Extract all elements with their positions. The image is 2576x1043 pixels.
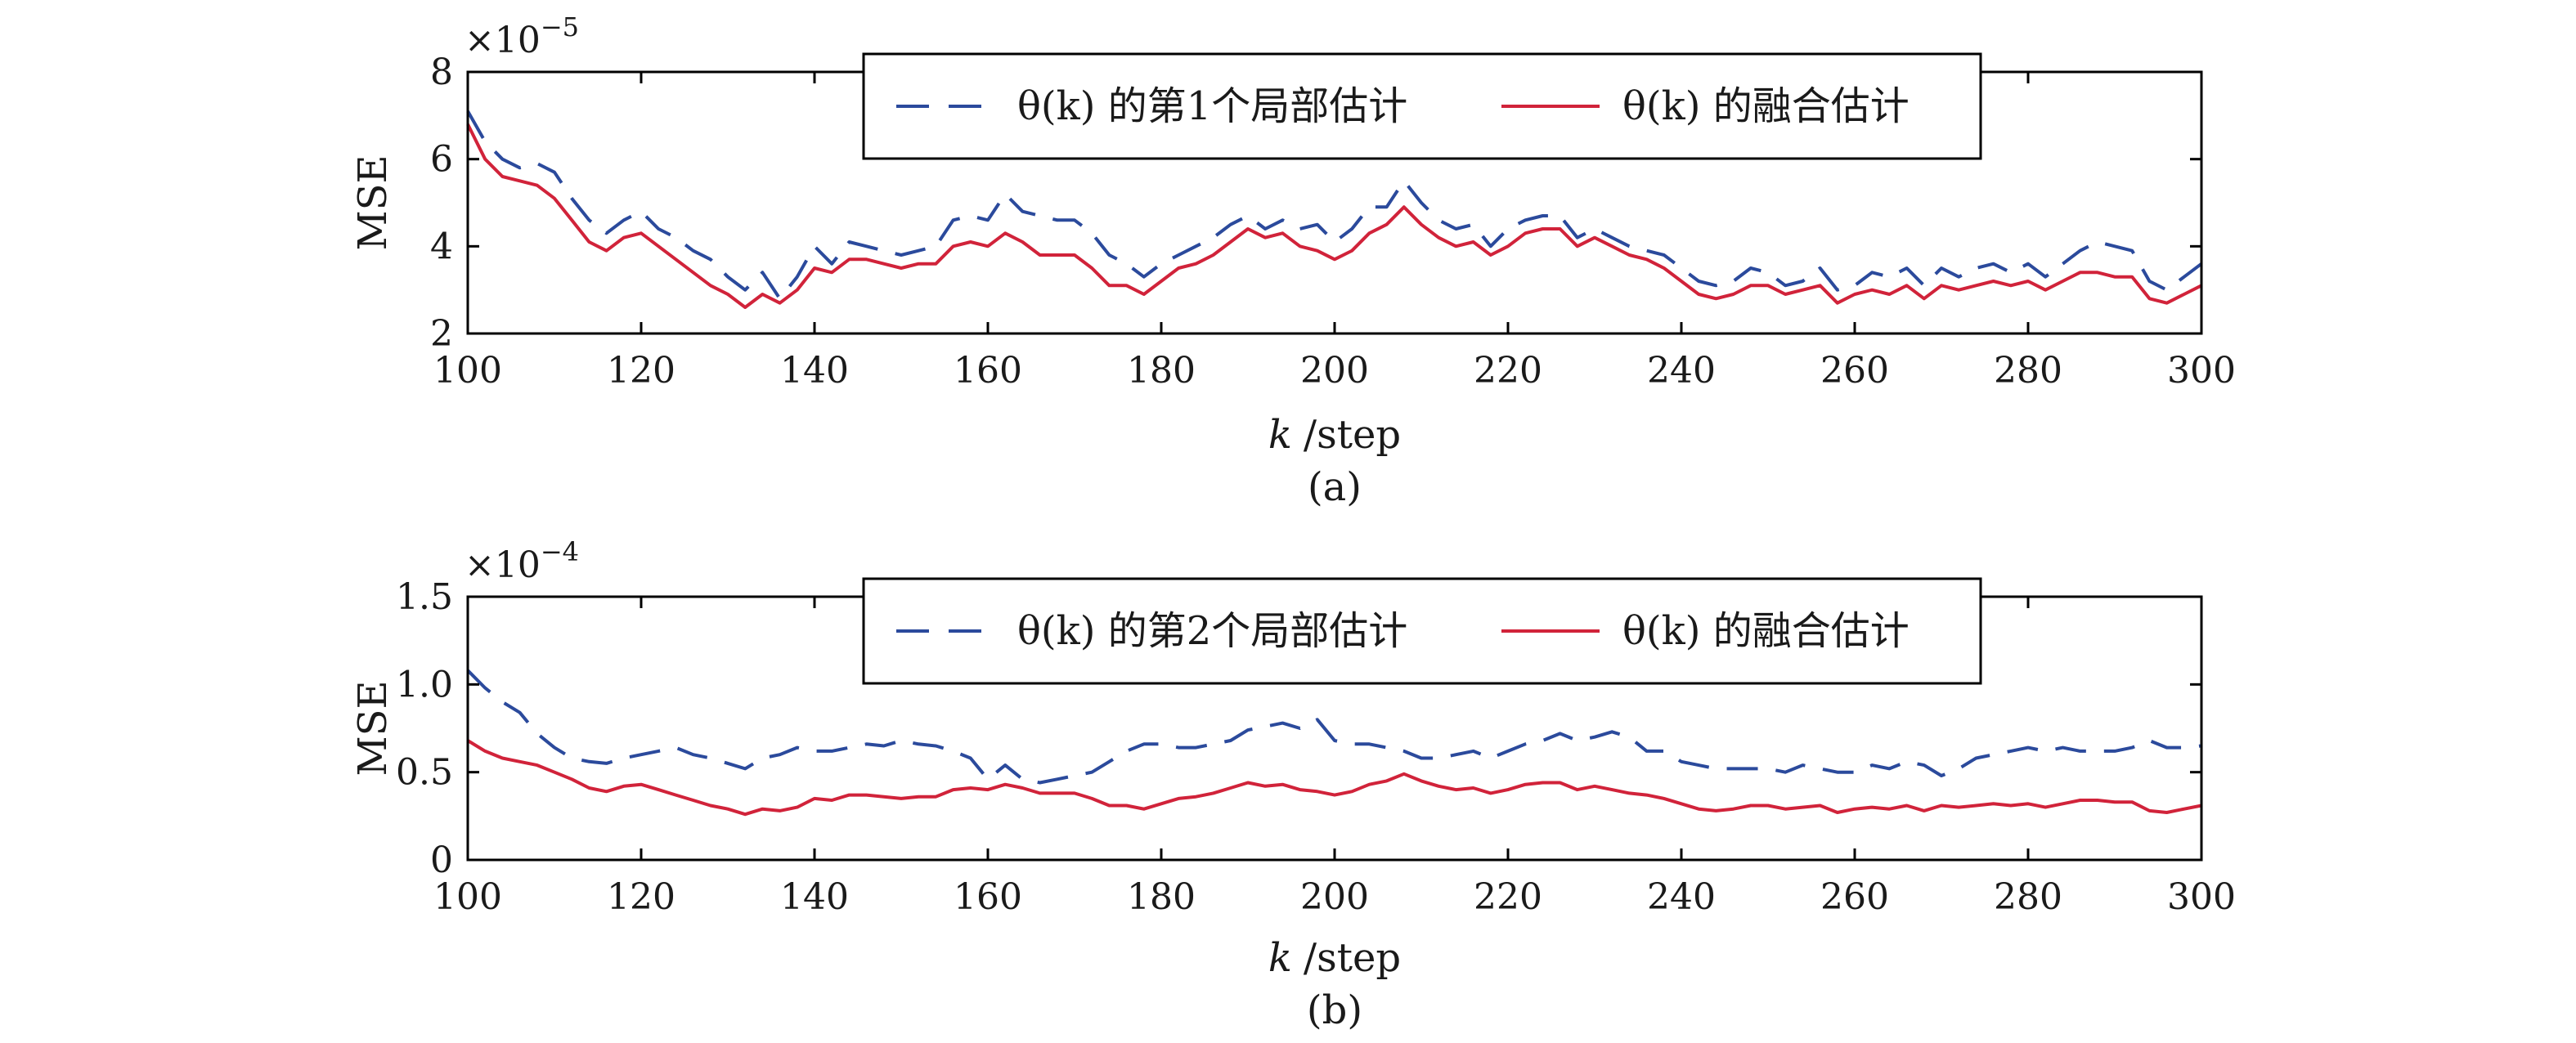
x-tick-label: 280 — [1994, 350, 2062, 392]
x-axis-unit: /step — [1304, 935, 1401, 981]
y-multiplier-exponent: −4 — [541, 536, 579, 567]
x-tick-label: 120 — [607, 876, 675, 918]
legend: θ(k) 的第1个局部估计 θ(k) 的融合估计 — [862, 52, 1982, 160]
x-tick-label: 160 — [954, 350, 1022, 392]
x-tick-label: 220 — [1474, 350, 1542, 392]
x-tick-label: 120 — [607, 350, 675, 392]
legend-entry-label: θ(k) 的融合估计 — [1622, 83, 1910, 129]
x-tick-label: 180 — [1127, 350, 1196, 392]
y-tick-label: 0 — [430, 839, 453, 881]
y-tick-label: 2 — [430, 313, 453, 355]
legend-box — [862, 52, 1982, 160]
x-tick-label: 260 — [1820, 350, 1889, 392]
y-tick-label: 8 — [430, 51, 453, 93]
y-multiplier-exponent: −5 — [541, 11, 579, 43]
x-axis-variable: k — [1268, 935, 1292, 981]
x-axis-variable: k — [1268, 412, 1292, 458]
x-tick-label: 280 — [1994, 876, 2062, 918]
x-tick-label: 160 — [954, 876, 1022, 918]
y-axis-label: MSE — [350, 154, 396, 250]
panel-label: (a) — [1308, 464, 1362, 510]
legend-box — [862, 577, 1982, 685]
y-tick-label: 1.0 — [396, 664, 453, 705]
x-tick-label: 140 — [780, 876, 849, 918]
legend-entry-label: θ(k) 的第1个局部估计 — [1017, 83, 1407, 129]
legend: θ(k) 的第2个局部估计 θ(k) 的融合估计 — [862, 577, 1982, 685]
x-tick-label: 240 — [1647, 876, 1716, 918]
series-line-local — [466, 669, 2202, 785]
x-tick-label: 100 — [433, 350, 502, 392]
x-axis-unit: /step — [1304, 412, 1401, 458]
y-tick-label: 1.5 — [396, 576, 453, 618]
x-tick-label: 240 — [1647, 350, 1716, 392]
x-tick-label: 200 — [1300, 876, 1369, 918]
x-tick-label: 140 — [780, 350, 849, 392]
legend-entry-label: θ(k) 的融合估计 — [1622, 608, 1910, 654]
x-tick-label: 100 — [433, 876, 502, 918]
x-tick-label: 300 — [2167, 350, 2236, 392]
series-line-fusion — [466, 739, 2202, 817]
y-tick-label: 6 — [430, 139, 453, 181]
y-tick-label: 4 — [430, 226, 453, 267]
legend-entry-label: θ(k) 的第2个局部估计 — [1017, 608, 1407, 654]
x-tick-label: 300 — [2167, 876, 2236, 918]
x-tick-label: 200 — [1300, 350, 1369, 392]
x-tick-label: 220 — [1474, 876, 1542, 918]
x-tick-label: 180 — [1127, 876, 1196, 918]
panel-label: (b) — [1307, 987, 1362, 1033]
x-axis-label: k/step — [1268, 412, 1401, 458]
series-line-local — [466, 110, 2203, 301]
y-tick-label: 0.5 — [396, 752, 453, 794]
x-axis-label: k/step — [1268, 935, 1401, 981]
chart-panel-b: 100 120 140 160 180 200 220 240 260 280 300 0 0.5 1.0… — [350, 536, 2236, 1033]
series-line-fusion — [466, 123, 2202, 309]
x-tick-label: 260 — [1820, 876, 1889, 918]
y-axis-label: MSE — [350, 680, 396, 776]
